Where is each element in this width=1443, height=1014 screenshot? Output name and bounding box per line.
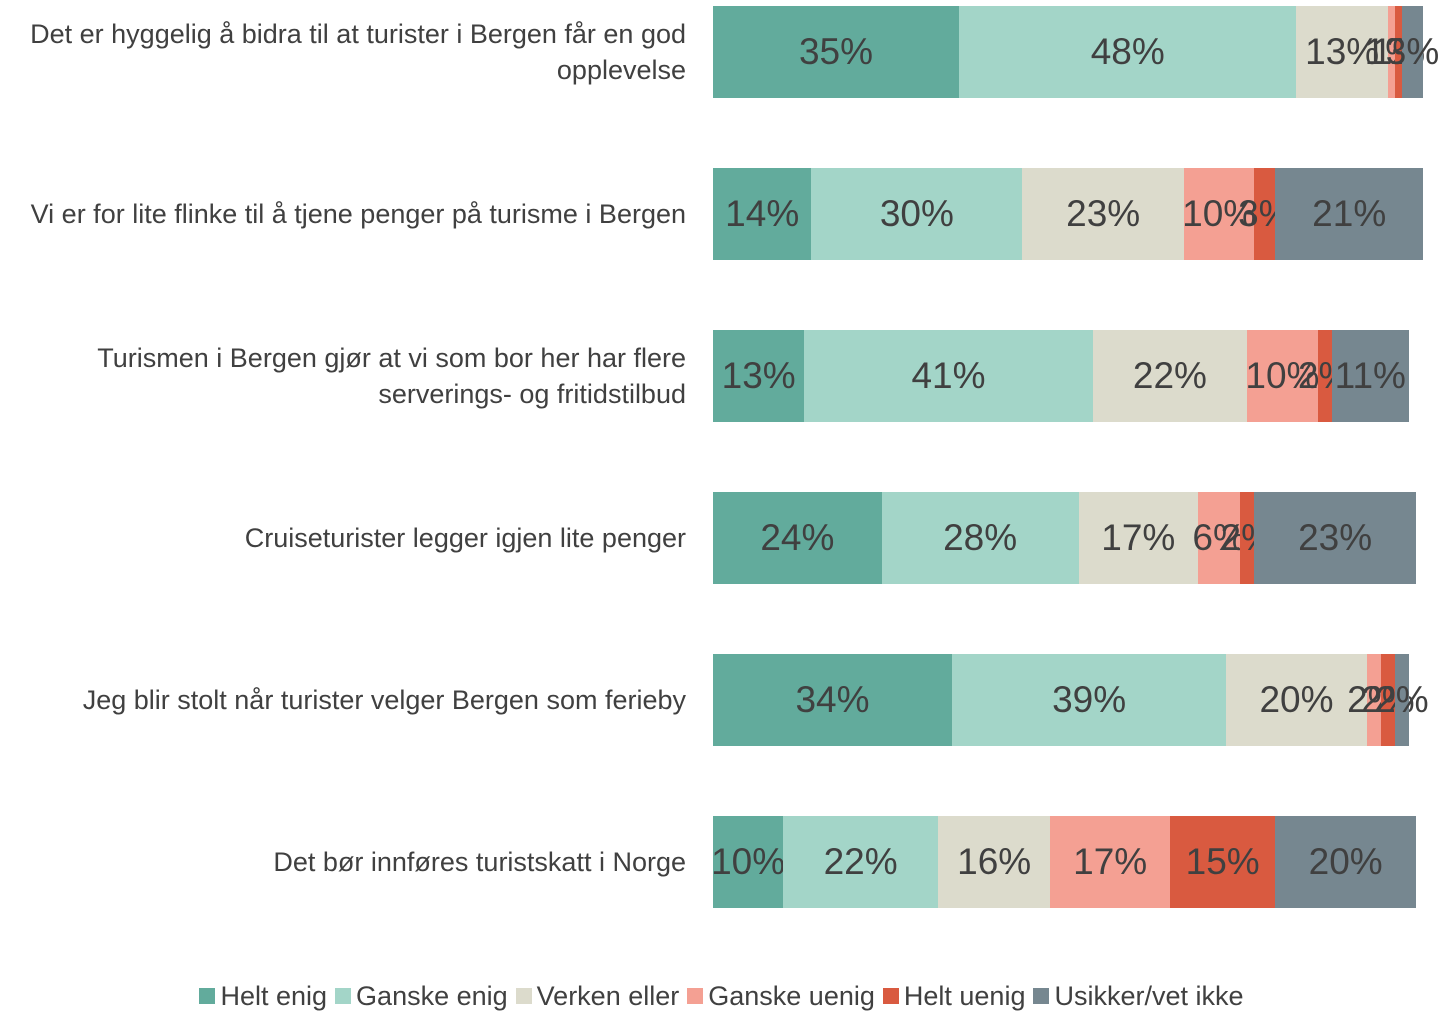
bar-segment bbox=[1331, 330, 1409, 422]
bar-segment bbox=[804, 330, 1093, 422]
bar-segment bbox=[1380, 654, 1395, 746]
data-label: 23% bbox=[1298, 517, 1373, 558]
bar-segment bbox=[959, 6, 1297, 98]
bar-segment bbox=[1394, 6, 1402, 98]
bar-segment bbox=[713, 816, 784, 908]
data-label: 23% bbox=[1066, 193, 1141, 234]
bar-segment bbox=[1366, 654, 1381, 746]
category-label: Turismen i Bergen gjør at vi som bor her… bbox=[97, 343, 686, 409]
bar-segment bbox=[1254, 492, 1416, 584]
bar-segment bbox=[1092, 330, 1248, 422]
legend-swatch bbox=[1033, 988, 1050, 1004]
bar-segment bbox=[1078, 492, 1199, 584]
bar-segment bbox=[1198, 492, 1241, 584]
legend-label: Helt uenig bbox=[903, 980, 1026, 1011]
legend-item: Ganske enig bbox=[335, 981, 508, 1012]
data-label: 21% bbox=[1312, 193, 1387, 234]
legend-item: Helt enig bbox=[199, 981, 327, 1012]
bar-segment bbox=[1317, 330, 1332, 422]
data-label: 30% bbox=[879, 193, 954, 234]
bar-segment bbox=[1254, 168, 1276, 260]
bar-segment bbox=[1247, 330, 1318, 422]
bar-segment bbox=[881, 492, 1079, 584]
data-label: 41% bbox=[911, 355, 986, 396]
data-label: 35% bbox=[798, 31, 874, 72]
legend-label: Helt enig bbox=[220, 980, 328, 1011]
data-label: 15% bbox=[1185, 841, 1260, 882]
bar-segment bbox=[1240, 492, 1255, 584]
category-label: Jeg blir stolt når turister velger Berge… bbox=[82, 685, 686, 715]
data-label: 2% bbox=[1375, 679, 1429, 720]
bar-segment bbox=[1401, 6, 1424, 98]
bar-segment bbox=[1275, 816, 1416, 908]
data-label: 20% bbox=[1308, 841, 1383, 882]
legend-label: Ganske enig bbox=[356, 980, 508, 1011]
data-label: 10% bbox=[1245, 355, 1320, 396]
legend-swatch bbox=[335, 988, 352, 1004]
bar-segment bbox=[783, 816, 938, 908]
data-label: 39% bbox=[1052, 679, 1127, 720]
category-label: Det bør innføres turistskatt i Norge bbox=[273, 847, 686, 877]
bar-segment bbox=[1022, 168, 1184, 260]
bar-segment bbox=[713, 6, 960, 98]
category-label: Vi er for lite flinke til å tjene penger… bbox=[30, 199, 686, 229]
legend-label: Usikker/vet ikke bbox=[1054, 980, 1244, 1011]
data-label: 48% bbox=[1090, 31, 1165, 72]
data-label: 11% bbox=[1334, 355, 1406, 396]
category-label: Cruiseturister legger igjen lite penger bbox=[244, 523, 686, 553]
data-label: 10% bbox=[1182, 193, 1257, 234]
legend-item: Helt uenig bbox=[882, 980, 1026, 1012]
bar-segment bbox=[1275, 168, 1424, 260]
bar-segment bbox=[1394, 654, 1409, 746]
data-label: 13% bbox=[1305, 31, 1380, 72]
bar-segment bbox=[713, 654, 953, 746]
legend: Helt enig Ganske enig Verken eller Ganske u… bbox=[0, 978, 1443, 1014]
data-label: 3% bbox=[1385, 31, 1440, 72]
data-label: 22% bbox=[1132, 355, 1207, 396]
category-label: Det er hyggelig å bidra til at turister … bbox=[30, 19, 686, 85]
data-label: 17% bbox=[1101, 517, 1176, 558]
legend-swatch bbox=[199, 988, 216, 1004]
bar-segment bbox=[952, 654, 1227, 746]
legend-item: Verken eller bbox=[515, 980, 680, 1012]
legend-swatch bbox=[515, 988, 532, 1004]
data-label: 14% bbox=[725, 193, 800, 234]
data-label: 10% bbox=[711, 841, 786, 882]
data-label: 17% bbox=[1073, 841, 1148, 882]
legend-label: Ganske uenig bbox=[708, 980, 875, 1011]
bar-segment bbox=[937, 816, 1051, 908]
bar-segment bbox=[713, 492, 882, 584]
bar-segment bbox=[1184, 168, 1255, 260]
bar-segment bbox=[713, 168, 812, 260]
data-label: 20% bbox=[1259, 679, 1334, 720]
bar-segment bbox=[1050, 816, 1170, 908]
legend-label: Verken eller bbox=[536, 980, 680, 1011]
data-label: 13% bbox=[721, 355, 796, 396]
bar-segment bbox=[1387, 6, 1395, 98]
bar-segment bbox=[1296, 6, 1388, 98]
legend-swatch bbox=[882, 988, 899, 1004]
data-label: 22% bbox=[823, 841, 898, 882]
legend-item: Ganske uenig bbox=[687, 981, 875, 1012]
bar-segment bbox=[811, 168, 1023, 260]
legend-swatch bbox=[687, 988, 704, 1004]
bar-segment bbox=[1226, 654, 1367, 746]
data-label: 24% bbox=[760, 517, 835, 558]
data-label: 28% bbox=[943, 517, 1018, 558]
data-label: 16% bbox=[957, 841, 1032, 882]
data-label: 6% bbox=[1192, 517, 1246, 558]
data-label: 34% bbox=[795, 679, 870, 720]
legend-item: Usikker/vet ikke bbox=[1033, 980, 1244, 1012]
bar-segment bbox=[1169, 816, 1276, 908]
bar-segment bbox=[713, 330, 805, 422]
